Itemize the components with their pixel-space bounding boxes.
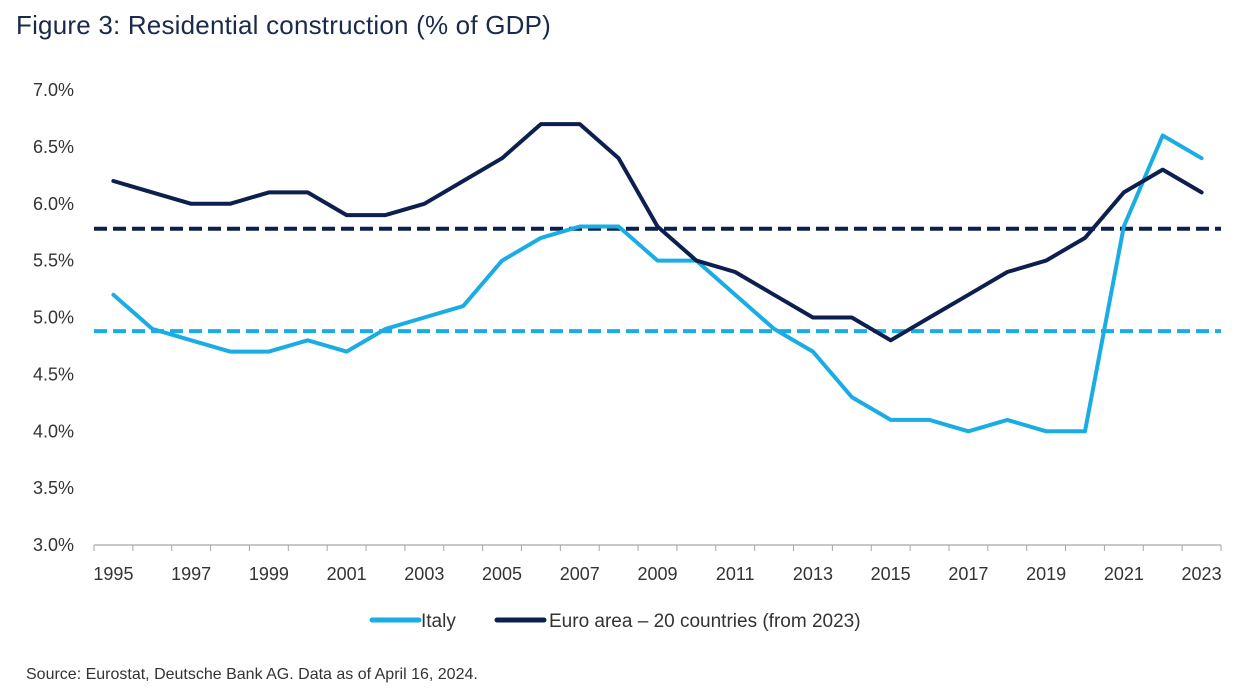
legend-label: Euro area – 20 countries (from 2023) bbox=[549, 611, 861, 632]
y-tick-label: 3.5% bbox=[33, 478, 74, 498]
series-line-italy bbox=[111, 133, 1204, 434]
source-note: Source: Eurostat, Deutsche Bank AG. Data… bbox=[26, 666, 478, 683]
x-tick-label: 2007 bbox=[560, 564, 600, 584]
x-tick-label: 2017 bbox=[948, 564, 988, 584]
y-tick-label: 6.0% bbox=[33, 194, 74, 214]
y-tick-label: 6.5% bbox=[33, 137, 74, 157]
x-tick-label: 2023 bbox=[1182, 564, 1222, 584]
x-tick-label: 2009 bbox=[637, 564, 677, 584]
reference-lines bbox=[94, 226, 1221, 334]
series-line-euro-area bbox=[111, 122, 1204, 343]
x-tick-label: 2011 bbox=[716, 564, 755, 584]
y-tick-label: 7.0% bbox=[33, 80, 74, 100]
y-tick-label: 4.0% bbox=[33, 421, 74, 441]
legend-label: Italy bbox=[421, 611, 456, 632]
x-tick-label: 2019 bbox=[1026, 564, 1066, 584]
x-tick-label: 2005 bbox=[482, 564, 522, 584]
y-tick-label: 5.5% bbox=[33, 251, 74, 271]
y-tick-label: 4.5% bbox=[33, 364, 74, 384]
x-tick-label: 2001 bbox=[327, 564, 367, 584]
series-lines bbox=[111, 122, 1204, 434]
y-tick-label: 5.0% bbox=[33, 308, 74, 328]
x-tick-label: 2015 bbox=[871, 564, 911, 584]
chart-title: Figure 3: Residential construction (% of… bbox=[16, 10, 551, 40]
y-tick-label: 3.0% bbox=[33, 535, 74, 555]
chart-axes: 1995 1997 1999 2001 2003 2005 2007 2009 2011 2013… bbox=[33, 80, 1222, 584]
x-tick-label: 2021 bbox=[1104, 564, 1144, 584]
x-tick-label: 2003 bbox=[404, 564, 444, 584]
x-tick-label: 1999 bbox=[249, 564, 289, 584]
x-tick-label: 2013 bbox=[793, 564, 833, 584]
x-tick-label: 1995 bbox=[93, 564, 133, 584]
chart-legend: Italy Euro area – 20 countries (from 2023… bbox=[369, 611, 861, 632]
x-tick-label: 1997 bbox=[171, 564, 211, 584]
